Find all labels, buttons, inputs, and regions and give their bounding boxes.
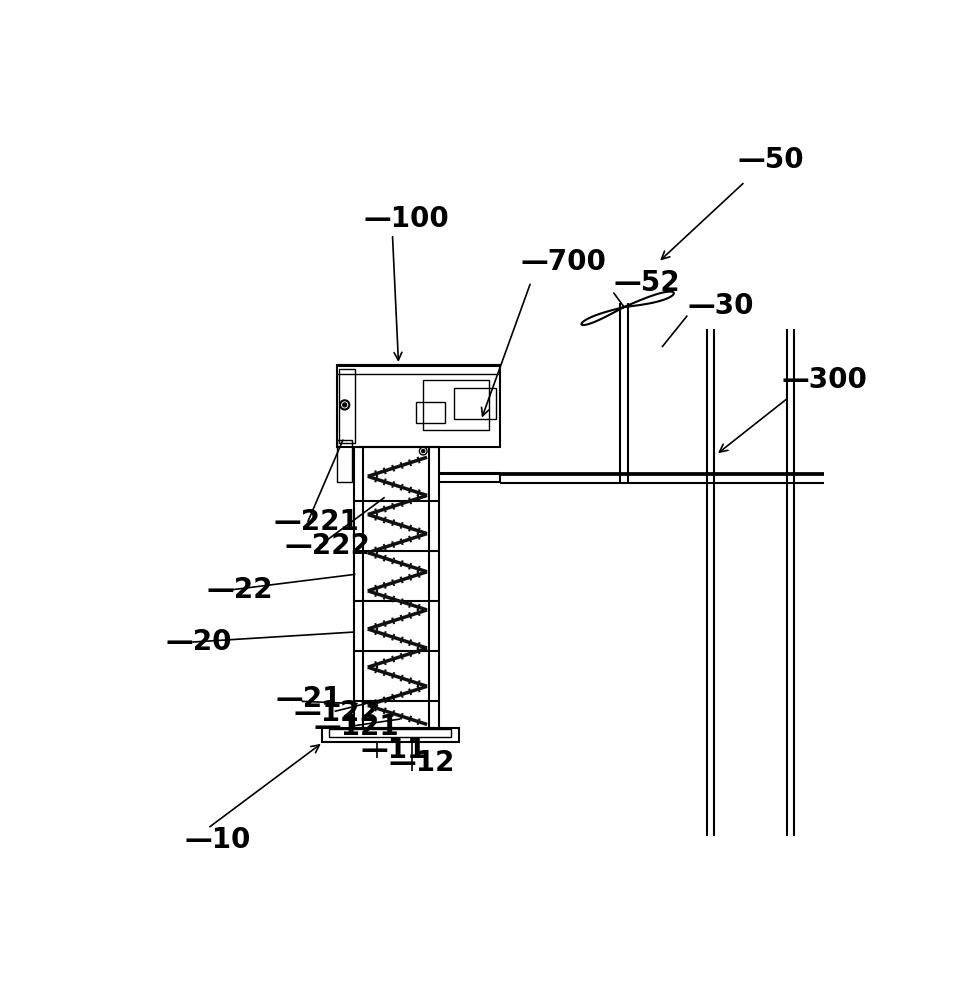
Text: —52: —52 xyxy=(613,269,680,297)
Bar xyxy=(330,729,451,737)
Bar xyxy=(337,365,500,447)
Bar xyxy=(423,380,489,430)
Text: —50: —50 xyxy=(737,146,804,174)
Text: —221: —221 xyxy=(274,508,360,536)
Text: —20: —20 xyxy=(165,628,231,656)
Text: —121: —121 xyxy=(314,713,399,741)
Circle shape xyxy=(421,450,425,453)
Text: —222: —222 xyxy=(284,532,370,560)
Text: —700: —700 xyxy=(521,248,606,276)
Text: —300: —300 xyxy=(781,366,868,394)
Bar xyxy=(322,728,459,742)
Text: —21: —21 xyxy=(276,685,342,713)
Text: —10: —10 xyxy=(184,826,251,854)
Text: —22: —22 xyxy=(206,576,273,604)
Text: —11: —11 xyxy=(361,736,426,764)
Bar xyxy=(454,388,496,419)
Text: —12: —12 xyxy=(388,749,455,777)
Bar xyxy=(415,402,444,423)
Text: —122: —122 xyxy=(294,699,380,727)
Text: —30: —30 xyxy=(687,292,754,320)
Bar xyxy=(338,369,356,443)
Text: —100: —100 xyxy=(364,205,449,233)
Bar xyxy=(337,440,353,482)
Circle shape xyxy=(343,403,347,407)
